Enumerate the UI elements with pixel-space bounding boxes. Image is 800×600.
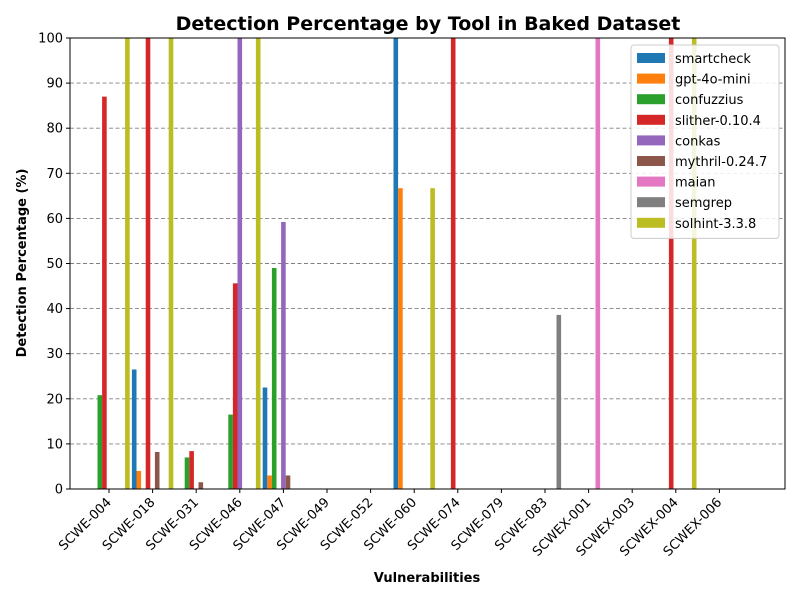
bar-slither-0.10.4-SCWE-004 [102, 96, 107, 489]
legend-label-solhint-3.3.8: solhint-3.3.8 [675, 217, 756, 232]
legend-label-smartcheck: smartcheck [675, 52, 751, 67]
bar-solhint-3.3.8-SCWE-018 [168, 38, 174, 489]
y-tick-label-60: 60 [46, 212, 63, 227]
bar-solhint-3.3.8-SCWEX-004 [691, 38, 697, 489]
bar-confuzzius-SCWE-047 [271, 268, 277, 489]
y-tick-label-80: 80 [46, 122, 63, 137]
legend-swatch-gpt-4o-mini [637, 73, 665, 84]
bar-solhint-3.3.8-SCWE-046 [255, 38, 261, 489]
y-axis-label: Detection Percentage (%) [15, 169, 30, 358]
bar-mythril-0.24.7-SCWE-018 [154, 452, 160, 489]
legend-swatch-mythril-0.24.7 [637, 156, 665, 166]
y-tick-label-70: 70 [46, 167, 63, 182]
y-tick-label-40: 40 [46, 302, 63, 317]
bar-conkas-SCWE-047 [281, 222, 286, 489]
bar-slither-0.10.4-SCWE-046 [232, 283, 238, 489]
legend: smartcheck gpt-4o-mini confuzzius slither-0… [630, 44, 780, 239]
y-tick-label-30: 30 [46, 347, 63, 362]
bar-gpt-4o-mini-SCWE-047 [267, 475, 272, 489]
legend-swatch-semgrep [637, 197, 665, 208]
bar-gpt-4o-mini-SCWE-060 [398, 188, 403, 490]
legend-label-semgrep: semgrep [675, 196, 732, 211]
bar-smartcheck-SCWE-018 [131, 369, 137, 489]
legend-swatch-smartcheck [637, 53, 665, 63]
legend-label-gpt-4o-mini: gpt-4o-mini [675, 73, 751, 88]
y-tick-labels: 0 10 20 30 40 50 60 70 80 90 100 [38, 32, 70, 498]
bar-smartcheck-SCWE-060 [393, 38, 399, 489]
legend-swatch-solhint-3.3.8 [637, 217, 665, 228]
y-tick-label-20: 20 [46, 392, 63, 407]
bar-solhint-3.3.8-SCWE-004 [125, 38, 130, 489]
bars [97, 38, 697, 490]
bar-gpt-4o-mini-SCWE-018 [136, 470, 142, 489]
y-tick-label-90: 90 [46, 77, 63, 92]
bar-smartcheck-SCWE-047 [262, 387, 268, 489]
y-tick-label-50: 50 [46, 257, 63, 272]
x-axis-label: Vulnerabilities [374, 571, 481, 586]
bar-maian-SCWEX-001 [595, 38, 601, 489]
y-tick-label-10: 10 [46, 437, 63, 452]
legend-label-conkas: conkas [675, 134, 721, 149]
legend-label-mythril-0.24.7: mythril-0.24.7 [675, 155, 767, 170]
bar-confuzzius-SCWE-046 [228, 414, 233, 489]
bar-slither-0.10.4-SCWE-031 [189, 451, 194, 489]
y-gridlines [70, 37, 785, 445]
bar-slither-0.10.4-SCWEX-004 [668, 38, 674, 489]
bar-mythril-0.24.7-SCWE-047 [285, 475, 291, 489]
bar-mythril-0.24.7-SCWE-031 [198, 482, 204, 489]
y-tick-label-0: 0 [55, 483, 63, 498]
chart-title: Detection Percentage by Tool in Baked Da… [176, 13, 681, 35]
legend-label-maian: maian [675, 176, 715, 191]
bar-conkas-SCWE-046 [237, 38, 243, 489]
bar-confuzzius-SCWE-004 [97, 395, 103, 489]
legend-swatch-maian [637, 176, 665, 187]
bar-confuzzius-SCWE-031 [184, 457, 190, 489]
legend-swatch-slither-0.10.4 [637, 114, 665, 125]
legend-swatch-confuzzius [637, 94, 665, 105]
bar-semgrep-SCWE-083 [556, 314, 562, 489]
bar-slither-0.10.4-SCWE-018 [145, 38, 151, 489]
y-tick-label-100: 100 [38, 32, 63, 47]
legend-swatch-conkas [637, 135, 665, 146]
bar-solhint-3.3.8-SCWE-060 [430, 188, 435, 490]
legend-label-confuzzius: confuzzius [675, 93, 744, 108]
legend-label-slither-0.10.4: slither-0.10.4 [675, 114, 761, 129]
bar-slither-0.10.4-SCWE-074 [450, 38, 456, 489]
legend-box [630, 44, 780, 239]
